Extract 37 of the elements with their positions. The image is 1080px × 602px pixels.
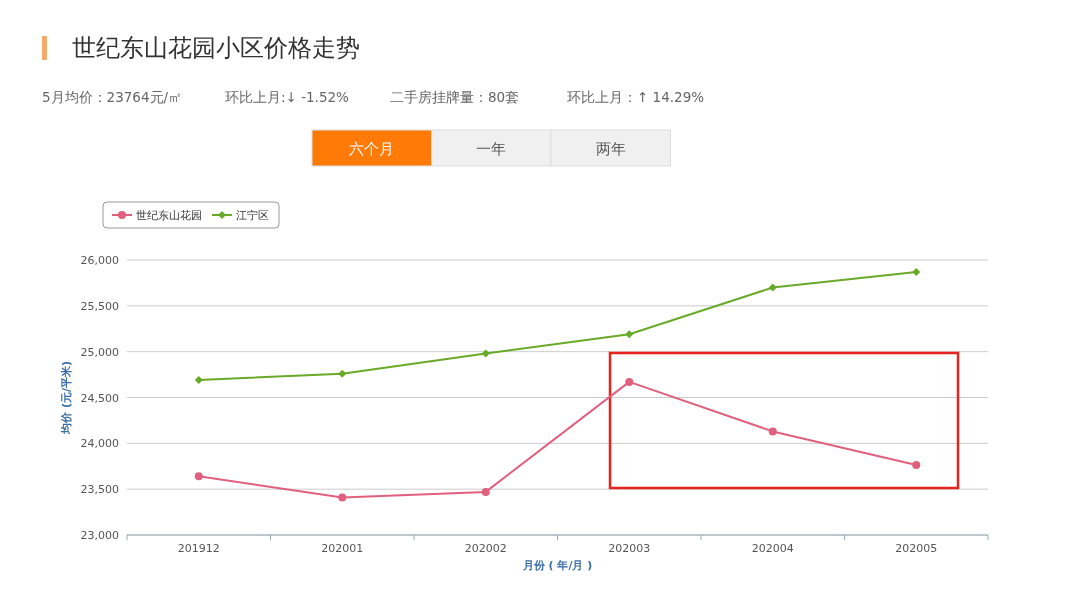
x-tick-label: 202001 [321,542,364,555]
text: 一年 [476,140,507,158]
x-axis-title: 月份 ( 年/月 ) [521,559,593,572]
text: 两年 [595,140,626,158]
point [338,493,347,502]
y-tick-label: 24,000 [80,437,119,451]
y-tick-label: 23,500 [80,483,119,497]
x-tick-label: 202003 [608,542,651,555]
point [912,460,921,469]
legend-label: 江宁区 [236,209,269,222]
text: 5月均价：23764元/㎡ [42,89,183,105]
x-tick-label: 202004 [751,542,794,555]
y-tick-label: 26,000 [80,254,119,267]
y-tick-label: 25,000 [80,345,119,359]
point [194,376,203,385]
point [768,283,777,292]
point [338,369,347,378]
point [912,267,921,276]
legend-label: 世纪东山花园 [136,209,202,222]
point [481,349,490,358]
text: 环比上月：↑ 14.29% [567,89,705,105]
y-tick-label: 23,000 [80,529,119,542]
chart-title: 世纪东山花园小区价格走势 [72,34,360,62]
point [768,427,777,436]
point [625,330,634,339]
point [194,472,203,481]
x-tick-label: 201912 [177,542,220,555]
point [481,487,490,496]
x-tick-label: 202005 [895,542,938,555]
text: 环比上月:↓ -1.52% [225,89,350,105]
text: 二手房挂牌量：80套 [390,89,520,105]
y-tick-label: 24,500 [80,391,119,405]
y-axis-title: 均价 (元/平米) [60,361,73,435]
point [625,377,634,386]
text: 六个月 [349,140,395,158]
x-tick-label: 202002 [464,542,507,555]
y-tick-label: 25,500 [80,299,119,313]
